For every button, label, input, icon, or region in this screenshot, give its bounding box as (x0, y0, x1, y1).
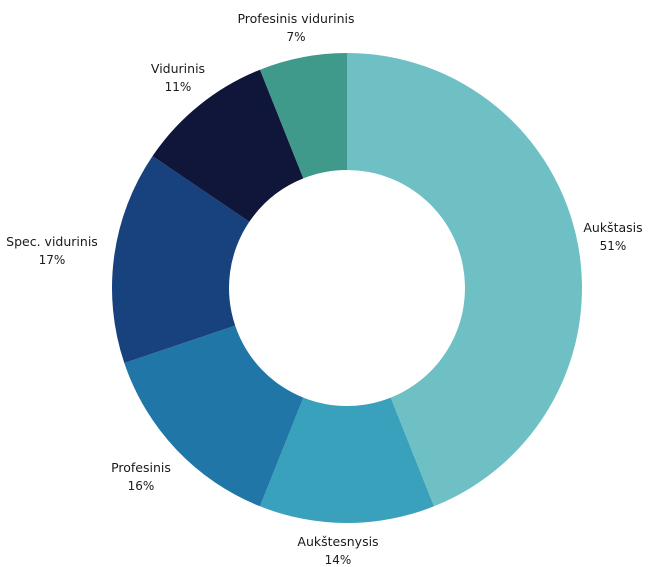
slice-label-4: Vidurinis (151, 61, 205, 76)
slice-percent-1: 14% (325, 553, 352, 567)
slice-label-0: Aukštasis (583, 220, 642, 235)
donut-slice-2 (124, 325, 304, 507)
donut-slice-4 (152, 69, 304, 222)
slice-percent-4: 11% (165, 80, 192, 94)
slice-percent-3: 17% (39, 253, 66, 267)
donut-slice-0 (347, 53, 582, 507)
slice-label-2: Profesinis (111, 460, 171, 475)
donut-slice-1 (260, 397, 434, 523)
slice-percent-2: 16% (128, 479, 155, 493)
donut-slice-5 (260, 53, 347, 179)
slice-percent-5: 7% (286, 30, 305, 44)
slice-label-3: Spec. vidurinis (6, 234, 98, 249)
donut-slice-3 (112, 156, 250, 364)
donut-slices (112, 53, 582, 523)
slice-percent-0: 51% (600, 239, 627, 253)
slice-label-1: Aukštesnysis (297, 534, 378, 549)
slice-label-5: Profesinis vidurinis (237, 11, 354, 26)
donut-labels: Aukštasis 51% Aukštesnysis 14% Profesinis 16%… (6, 11, 642, 567)
